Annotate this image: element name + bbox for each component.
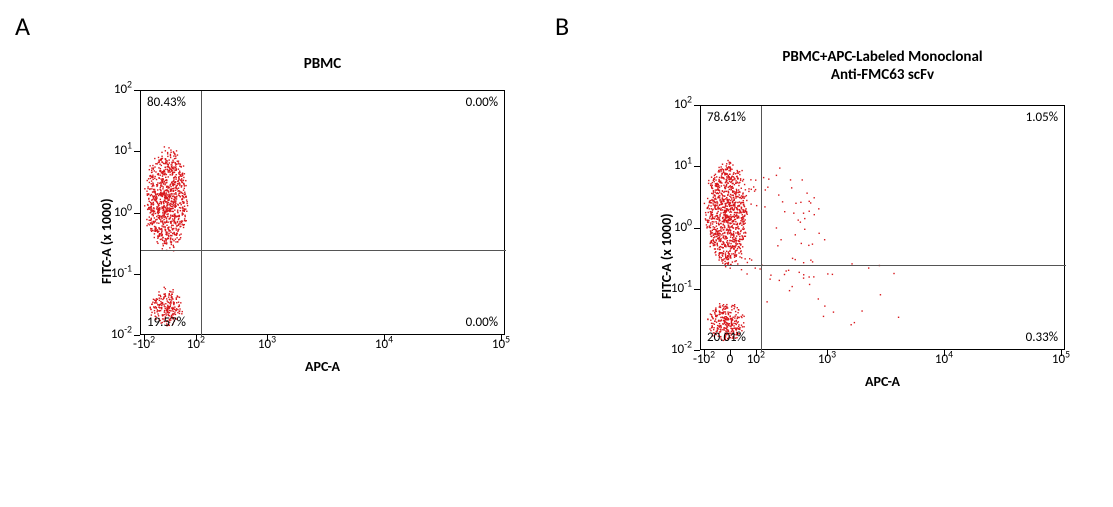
xtick-label: 104: [924, 352, 964, 367]
gate-v-b: [761, 106, 762, 351]
scatter-b: [701, 106, 1066, 351]
q2-b: 1.05%: [1026, 110, 1058, 125]
xtick-label: 104: [364, 337, 404, 352]
panel-letter-b: B: [555, 10, 569, 42]
q4-a: 0.00%: [466, 315, 498, 330]
chart-title-b: PBMC+APC-Labeled Monoclonal Anti-FMC63 s…: [700, 48, 1065, 84]
xtick-label: 105: [481, 337, 521, 352]
ytick: [134, 213, 140, 214]
gate-v-a: [201, 91, 202, 336]
gate-h-a: [141, 250, 506, 251]
xtick-label: -102: [124, 337, 164, 352]
scatter-a: [141, 91, 506, 336]
plot-area-a: 80.43% 0.00% 19.57% 0.00%: [140, 90, 505, 335]
ytick: [694, 289, 700, 290]
chart-title-a: PBMC: [140, 55, 505, 73]
ytick-label: 101: [658, 158, 692, 173]
q3-a: 19.57%: [147, 315, 186, 330]
q3-b: 20.01%: [707, 330, 746, 345]
q1-b: 78.61%: [707, 110, 746, 125]
ytick: [694, 350, 700, 351]
xtick-label: 103: [247, 337, 287, 352]
ytick: [694, 228, 700, 229]
q2-a: 0.00%: [466, 95, 498, 110]
xtick-label: 105: [1041, 352, 1081, 367]
ytick-label: 10-1: [98, 266, 132, 281]
ytick-label: 100: [98, 205, 132, 220]
xtick-label: 103: [807, 352, 847, 367]
plot-area-b: 78.61% 1.05% 20.01% 0.33%: [700, 105, 1065, 350]
ytick: [134, 335, 140, 336]
ytick: [694, 105, 700, 106]
ytick: [134, 90, 140, 91]
xlabel-a: APC-A: [140, 358, 505, 375]
ytick: [134, 274, 140, 275]
ytick: [694, 166, 700, 167]
ytick-label: 10-1: [658, 281, 692, 296]
xlabel-b: APC-A: [700, 373, 1065, 390]
ytick: [134, 151, 140, 152]
panel-letter-a: A: [15, 10, 30, 42]
xtick-label: 102: [736, 352, 776, 367]
ytick-label: 102: [658, 97, 692, 112]
ytick-label: 102: [98, 82, 132, 97]
ytick-label: 101: [98, 143, 132, 158]
xtick-label: 102: [176, 337, 216, 352]
q4-b: 0.33%: [1026, 330, 1058, 345]
q1-a: 80.43%: [147, 95, 186, 110]
gate-h-b: [701, 265, 1066, 266]
ytick-label: 100: [658, 220, 692, 235]
